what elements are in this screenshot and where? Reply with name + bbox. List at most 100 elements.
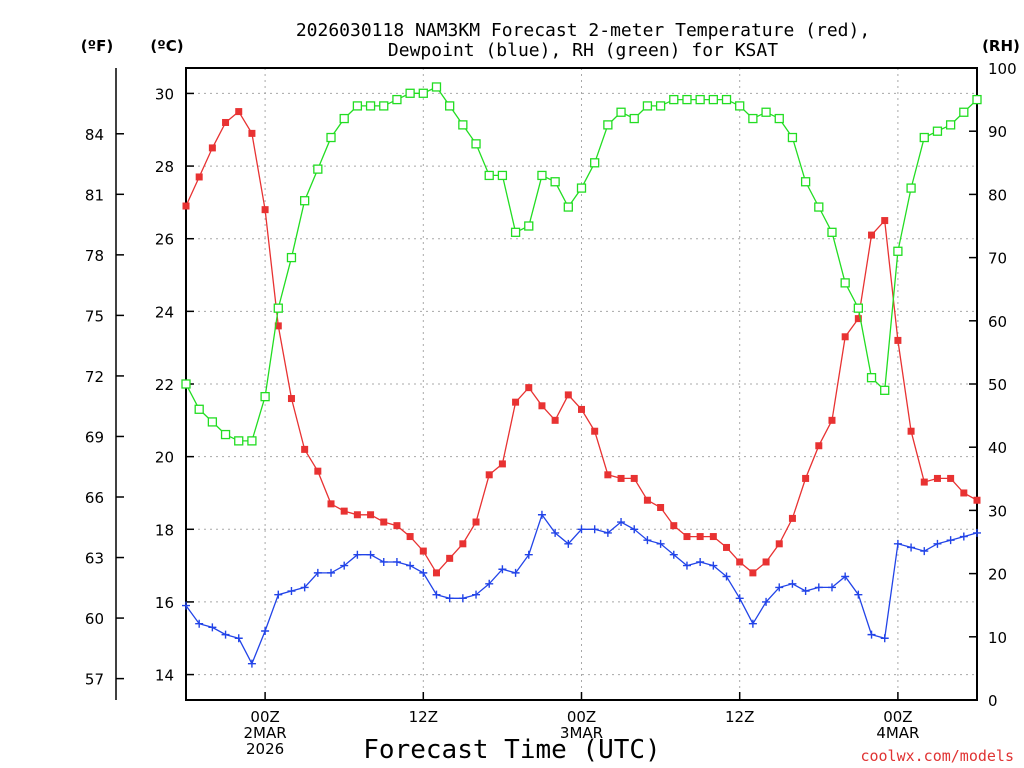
temperature-point-20 xyxy=(446,554,454,562)
dewpoint-point-11 xyxy=(327,568,336,577)
dewpoint-point-49 xyxy=(827,583,836,592)
dewpoint-point-45 xyxy=(775,583,784,592)
rh-point-38 xyxy=(682,94,692,105)
rh-point-29 xyxy=(563,202,573,212)
rh-point-50 xyxy=(840,278,850,288)
tick-label-rh-0: 0 xyxy=(988,692,998,710)
rh-point-26 xyxy=(524,221,534,231)
tick-label-x-24-1: 2MAR xyxy=(244,724,287,742)
dewpoint-point-53 xyxy=(880,634,889,643)
rh-point-31 xyxy=(590,158,600,168)
x-axis-label: Forecast Time (UTC) xyxy=(363,735,660,765)
temperature-point-15 xyxy=(380,518,388,526)
celsius-unit-label: (ºC) xyxy=(150,37,183,55)
rh-point-4 xyxy=(234,436,244,446)
tick-label-x-48-0: 00Z xyxy=(567,708,596,726)
tick-label-f-84: 84 xyxy=(85,126,104,144)
tick-label-rh-100: 100 xyxy=(988,60,1017,78)
temperature-point-54 xyxy=(894,336,902,344)
rh-point-55 xyxy=(906,183,916,193)
tick-label-rh-60: 60 xyxy=(988,313,1007,331)
rh-series xyxy=(181,82,982,446)
dewpoint-point-13 xyxy=(353,550,362,559)
dewpoint-point-58 xyxy=(946,536,955,545)
dewpoint-point-56 xyxy=(920,547,929,556)
temperature-point-35 xyxy=(643,496,651,504)
temperature-point-9 xyxy=(301,445,309,453)
dewpoint-point-48 xyxy=(814,583,823,592)
temperature-point-1 xyxy=(195,173,203,181)
dewpoint-point-44 xyxy=(762,597,771,606)
rh-point-19 xyxy=(431,82,442,92)
temperature-point-4 xyxy=(235,108,243,116)
dewpoint-point-16 xyxy=(392,557,401,566)
rh-point-48 xyxy=(814,202,824,212)
temperature-line xyxy=(185,110,978,574)
dewpoint-point-22 xyxy=(472,590,481,599)
dewpoint-point-17 xyxy=(406,561,415,570)
rh-point-1 xyxy=(194,404,204,414)
rh-point-11 xyxy=(326,132,336,143)
temperature-point-3 xyxy=(222,118,230,126)
tick-label-x-60-0: 12Z xyxy=(725,708,754,726)
temperature-point-44 xyxy=(762,558,770,566)
rh-point-12 xyxy=(339,113,349,124)
rh-point-25 xyxy=(510,227,521,237)
fahrenheit-axis-ticks: 57 60 63 66 69 72 75 78 81 84 xyxy=(85,126,124,689)
rh-point-47 xyxy=(800,177,811,187)
temperature-point-38 xyxy=(683,533,691,541)
tick-label-f-72: 72 xyxy=(85,368,104,386)
rh-point-46 xyxy=(787,132,798,143)
tick-label-f-60: 60 xyxy=(85,610,104,628)
tick-label-c-20: 20 xyxy=(155,449,174,467)
temperature-point-36 xyxy=(657,503,665,511)
rh-point-60 xyxy=(972,94,982,105)
dewpoint-point-38 xyxy=(682,561,691,570)
rh-point-20 xyxy=(445,101,455,111)
rh-point-30 xyxy=(576,183,587,193)
tick-label-f-57: 57 xyxy=(85,671,104,689)
rh-point-53 xyxy=(880,385,890,395)
dewpoint-point-54 xyxy=(893,539,902,548)
tick-label-f-78: 78 xyxy=(85,247,104,265)
dewpoint-point-18 xyxy=(419,568,428,577)
dewpoint-point-24 xyxy=(498,565,507,574)
dewpoint-point-6 xyxy=(261,626,270,635)
tick-label-rh-40: 40 xyxy=(988,439,1007,457)
dewpoint-point-33 xyxy=(617,518,626,527)
rh-point-22 xyxy=(471,139,481,149)
rh-point-18 xyxy=(418,88,428,98)
temperature-point-2 xyxy=(208,144,216,152)
dewpoint-point-8 xyxy=(287,587,296,596)
rh-point-33 xyxy=(616,107,626,117)
tick-label-f-75: 75 xyxy=(85,307,104,325)
temperature-point-33 xyxy=(617,474,625,482)
rh-point-51 xyxy=(853,303,863,313)
tick-label-f-66: 66 xyxy=(85,489,104,507)
rh-point-44 xyxy=(761,107,771,117)
chart-subtitle: Dewpoint (blue), RH (green) for KSAT xyxy=(388,40,778,61)
temperature-point-58 xyxy=(947,474,955,482)
temperature-point-21 xyxy=(459,540,467,548)
dewpoint-point-46 xyxy=(788,579,797,588)
temperature-point-5 xyxy=(248,129,256,137)
tick-label-c-18: 18 xyxy=(155,521,174,539)
temperature-point-11 xyxy=(327,500,335,508)
temperature-point-39 xyxy=(696,533,704,541)
tick-label-c-16: 16 xyxy=(155,594,174,612)
dewpoint-point-43 xyxy=(748,619,757,628)
plot-series xyxy=(181,82,982,668)
rh-point-39 xyxy=(695,94,705,105)
rh-point-10 xyxy=(313,164,323,174)
temperature-point-42 xyxy=(736,558,744,566)
rh-point-17 xyxy=(405,88,415,98)
dewpoint-point-40 xyxy=(709,561,718,570)
temperature-point-41 xyxy=(723,543,731,551)
dewpoint-point-15 xyxy=(379,557,388,566)
temperature-point-30 xyxy=(578,405,585,413)
temperature-point-57 xyxy=(933,474,941,482)
dewpoint-point-28 xyxy=(551,528,560,537)
dewpoint-point-52 xyxy=(867,630,876,639)
temperature-point-50 xyxy=(841,333,849,341)
